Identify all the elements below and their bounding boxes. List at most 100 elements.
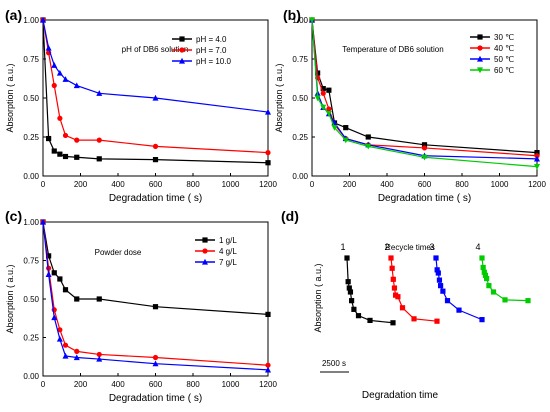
data-point — [342, 137, 349, 144]
legend-label: 50 ℃ — [494, 55, 514, 64]
y-axis-label: Absorption ( a.u.) — [5, 264, 15, 333]
data-point — [57, 327, 63, 333]
data-point — [62, 342, 69, 348]
legend-marker — [202, 258, 208, 265]
data-point — [320, 90, 326, 96]
legend-marker — [179, 47, 185, 53]
data-point — [444, 298, 451, 304]
y-tick-label: 1.00 — [23, 218, 39, 227]
data-point — [74, 348, 80, 354]
data-point — [344, 255, 350, 261]
legend-label: pH = 4.0 — [196, 35, 227, 44]
y-tick-label: 0.25 — [23, 133, 39, 142]
data-point — [433, 255, 439, 261]
data-point — [534, 150, 540, 156]
data-point — [40, 16, 46, 23]
data-point — [96, 90, 103, 96]
x-tick-label: 400 — [111, 180, 125, 189]
recycle-curve-1 — [388, 255, 440, 324]
y-tick-label: 0.50 — [23, 295, 39, 304]
y-tick-label: 0.50 — [23, 94, 39, 103]
panel-title: Temperature of DB6 solution — [342, 45, 443, 54]
data-point — [40, 218, 46, 225]
y-tick-label: 0.00 — [292, 172, 308, 181]
data-point — [421, 145, 428, 151]
legend-label: 4 g/L — [219, 247, 237, 256]
x-tick-label: 1000 — [222, 380, 240, 389]
legend-label: 40 ℃ — [494, 44, 514, 53]
data-point — [365, 143, 372, 150]
legend-marker — [179, 36, 185, 42]
data-point — [62, 76, 69, 82]
series-3 — [309, 17, 540, 170]
data-point — [456, 307, 462, 313]
data-point — [96, 296, 102, 302]
data-point — [490, 289, 497, 295]
data-point — [331, 125, 338, 131]
panel-label: (b) — [283, 7, 301, 23]
data-point — [399, 305, 406, 311]
legend-label: 30 ℃ — [494, 33, 514, 42]
legend-label: pH = 10.0 — [196, 57, 231, 66]
legend-label: 60 ℃ — [494, 66, 514, 75]
x-tick-label: 800 — [455, 180, 469, 189]
data-point — [481, 269, 487, 275]
x-axis-label: Degradation time — [362, 390, 439, 401]
data-point — [347, 289, 354, 295]
data-point — [486, 283, 492, 289]
data-point — [438, 283, 444, 289]
panel-label: (d) — [281, 208, 299, 224]
y-axis-label: Absorption ( a.u.) — [274, 63, 284, 132]
data-point — [62, 287, 69, 293]
data-point — [73, 82, 80, 89]
recycle-curve-0 — [344, 255, 396, 326]
data-point — [434, 318, 440, 324]
cycle-label: 4 — [475, 242, 480, 252]
series-2 — [40, 16, 271, 115]
data-point — [390, 320, 396, 326]
y-tick-label: 0.75 — [23, 55, 39, 64]
data-point — [152, 157, 159, 163]
data-point — [395, 294, 401, 300]
data-point — [434, 267, 440, 273]
x-tick-label: 600 — [149, 180, 163, 189]
y-tick-label: 0.75 — [292, 55, 308, 64]
data-point — [265, 366, 271, 373]
series-2 — [40, 218, 271, 373]
series-0 — [40, 17, 271, 166]
data-point — [56, 335, 63, 342]
data-point — [411, 316, 417, 322]
legend-marker — [477, 55, 483, 62]
data-point — [51, 82, 57, 89]
data-point — [479, 317, 485, 323]
data-point — [51, 314, 58, 321]
data-point — [343, 125, 349, 131]
x-tick-label: 0 — [41, 180, 46, 189]
data-point — [388, 255, 394, 261]
x-tick-label: 1000 — [222, 180, 240, 189]
legend-marker — [202, 248, 208, 254]
y-tick-label: 0.25 — [292, 133, 308, 142]
data-point — [320, 86, 326, 92]
data-point — [152, 94, 159, 101]
data-point — [265, 150, 271, 156]
data-point — [152, 360, 159, 367]
panel-title: pH of DB6 solution — [122, 45, 189, 54]
data-point — [525, 298, 531, 304]
legend-marker — [477, 45, 483, 51]
y-tick-label: 1.00 — [23, 16, 39, 25]
data-point — [74, 296, 80, 302]
data-point — [391, 285, 398, 291]
data-point — [62, 132, 69, 139]
data-point — [345, 279, 351, 285]
panel-title: Recycle times — [385, 243, 435, 252]
panel-2: 0 200 400 600 800 1000 1200 0.00 0.25 0.50 0.75 1.0… — [5, 208, 277, 404]
x-axis-label: Degradation time ( s) — [109, 193, 202, 204]
x-tick-label: 1200 — [528, 180, 546, 189]
data-point — [265, 160, 271, 166]
data-point — [314, 95, 321, 102]
x-tick-label: 800 — [186, 380, 200, 389]
data-point — [74, 137, 80, 143]
data-point — [351, 306, 357, 312]
